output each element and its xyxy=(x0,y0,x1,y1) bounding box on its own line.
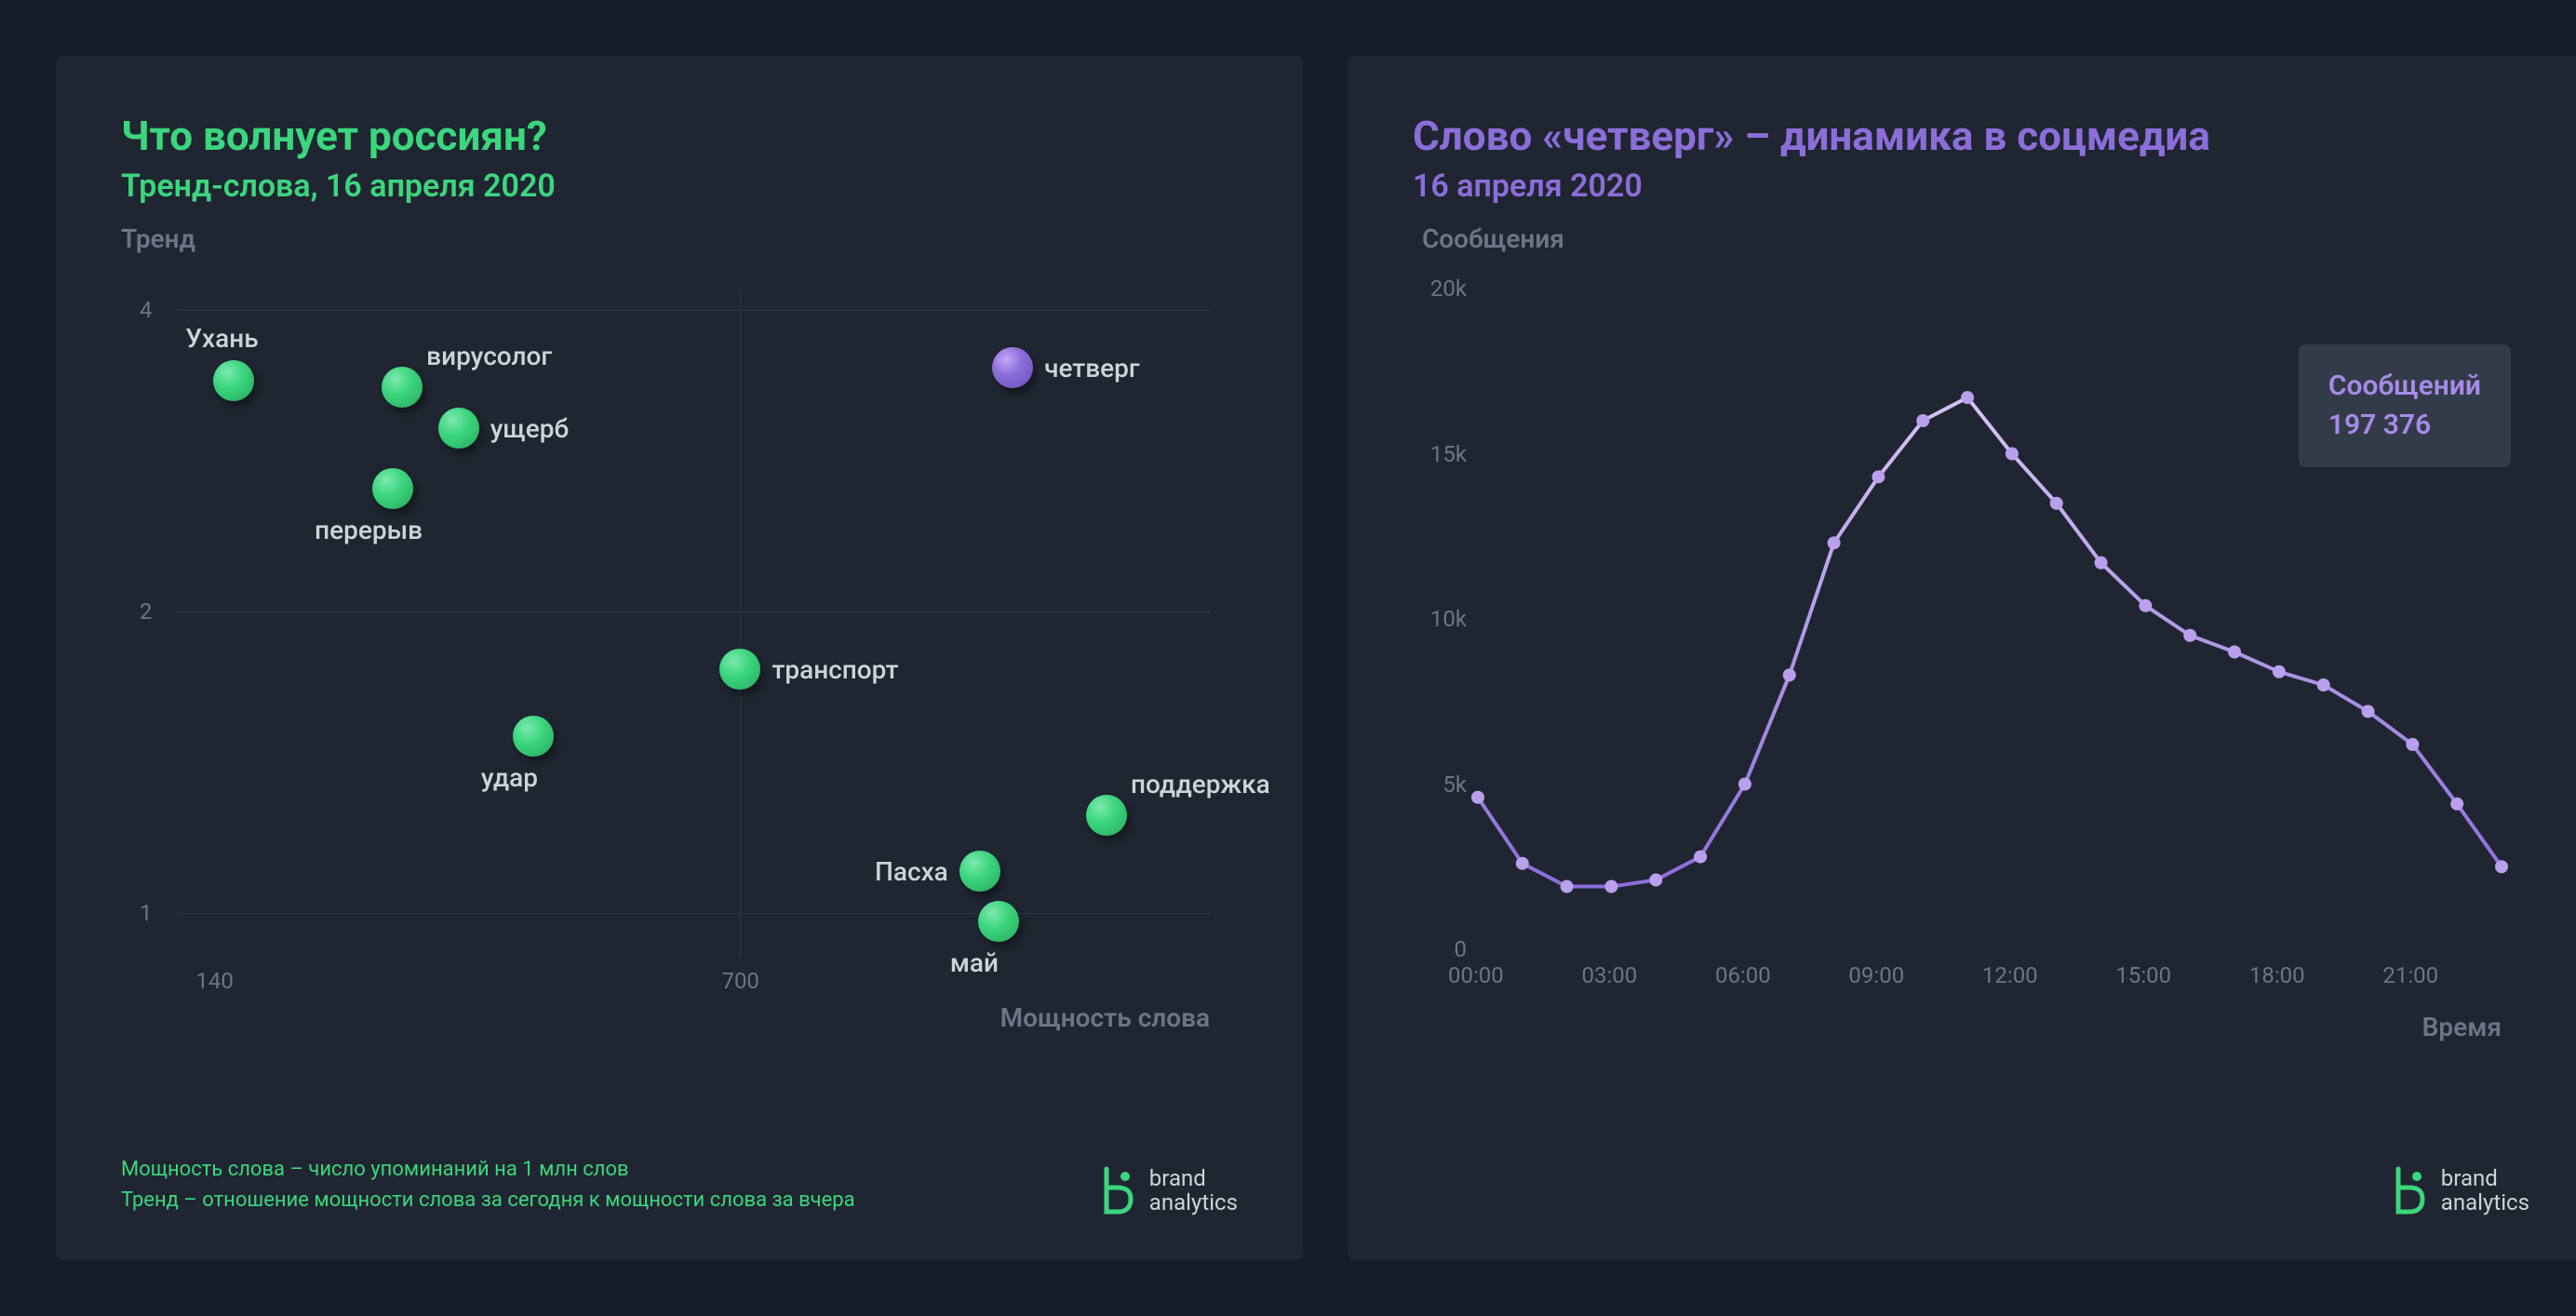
bubble-label: Ухань xyxy=(185,323,258,354)
bubble-chart: Тренд Мощность слова 124140700Уханьвирус… xyxy=(121,261,1238,1024)
bubble-label: поддержка xyxy=(1131,769,1270,799)
bubble-label: удар xyxy=(481,762,538,793)
x-tick-label: 03:00 xyxy=(1581,962,1637,988)
y-tick-label: 1 xyxy=(140,900,153,926)
bubble xyxy=(1086,795,1127,836)
brand-icon xyxy=(2391,1165,2430,1215)
right-title: Слово «четверг» – динамика в соцмедиа xyxy=(1413,112,2529,160)
x-tick-label: 06:00 xyxy=(1715,962,1771,988)
right-subtitle: 16 апреля 2020 xyxy=(1413,168,2529,205)
y-tick-label: 5k xyxy=(1442,772,1467,798)
y-tick-label: 4 xyxy=(140,297,153,323)
info-box-label: Сообщений xyxy=(2328,367,2481,406)
y-tick-label: 15k xyxy=(1430,441,1467,467)
y-tick-label: 2 xyxy=(140,598,153,624)
bubble-label: вирусолог xyxy=(426,341,552,371)
bubble-label: май xyxy=(950,947,999,978)
x-tick-label: 15:00 xyxy=(2115,962,2171,988)
bubble xyxy=(992,347,1033,388)
brand-logo-left: brandanalytics xyxy=(1099,1165,1238,1215)
left-x-axis-label: Мощность слова xyxy=(1000,1002,1210,1033)
footnote-1: Мощность слова – число упоминаний на 1 м… xyxy=(121,1154,855,1185)
y-tick-label: 10k xyxy=(1430,606,1467,632)
bubble-label: транспорт xyxy=(771,654,898,685)
x-tick-label: 700 xyxy=(721,968,758,994)
footnote-2: Тренд – отношение мощности слова за сего… xyxy=(121,1185,855,1215)
brand-text-left: brandanalytics xyxy=(1149,1166,1238,1215)
y-tick-label: 20k xyxy=(1430,275,1467,302)
bubble xyxy=(513,716,554,757)
x-tick-label: 18:00 xyxy=(2249,962,2305,988)
line-chart: Сообщения Время Сообщений 197 376 05k10k… xyxy=(1413,261,2529,1024)
right-y-axis-label: Сообщения xyxy=(1422,223,1564,254)
left-subtitle: Тренд-слова, 16 апреля 2020 xyxy=(121,168,1238,205)
bubble xyxy=(719,649,760,690)
bubble xyxy=(978,901,1019,942)
brand-text-right: brandanalytics xyxy=(2441,1166,2529,1215)
y-tick-label: 0 xyxy=(1455,936,1468,962)
right-panel: Слово «четверг» – динамика в соцмедиа 16… xyxy=(1348,56,2576,1260)
bubble-label: Пасха xyxy=(875,856,948,887)
bubble xyxy=(213,360,254,401)
bubble-label: ущерб xyxy=(490,413,570,444)
brand-logo-right: brandanalytics xyxy=(2391,1165,2529,1215)
left-footnotes: Мощность слова – число упоминаний на 1 м… xyxy=(121,1154,855,1215)
left-title: Что волнует россиян? xyxy=(121,112,1238,160)
bubble-label: перерыв xyxy=(315,515,423,545)
bubble xyxy=(372,468,413,509)
x-tick-label: 21:00 xyxy=(2382,962,2438,988)
bubble xyxy=(382,367,423,408)
left-y-axis-label: Тренд xyxy=(121,223,195,254)
info-box: Сообщений 197 376 xyxy=(2299,344,2511,467)
brand-icon xyxy=(1099,1165,1138,1215)
bubble xyxy=(438,408,479,449)
bubble-label: четверг xyxy=(1044,353,1140,383)
info-box-value: 197 376 xyxy=(2328,406,2481,445)
x-tick-label: 09:00 xyxy=(1848,962,1904,988)
left-panel: Что волнует россиян? Тренд-слова, 16 апр… xyxy=(56,56,1303,1260)
x-tick-label: 12:00 xyxy=(1982,962,2038,988)
x-tick-label: 00:00 xyxy=(1448,962,1504,988)
x-tick-label: 140 xyxy=(195,968,233,994)
right-x-axis-label: Время xyxy=(2422,1012,2502,1042)
bubble xyxy=(959,851,1000,892)
